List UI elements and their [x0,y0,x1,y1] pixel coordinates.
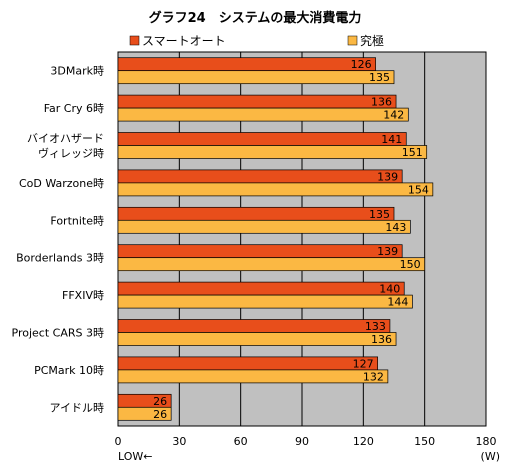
bar-value-label-9-1: 26 [153,408,167,421]
bar-value-label-0-1: 135 [369,71,390,84]
bars: 1261351361421411511391541351431391501401… [117,57,434,421]
category-label-2: バイオハザードヴィレッジ時 [27,132,104,160]
bar-value-label-0-0: 126 [351,58,372,71]
bar-8-1 [117,369,389,384]
legend-label-0: スマートオート [142,34,226,48]
bar-value-label-1-0: 136 [371,96,392,109]
bar-value-label-5-0: 139 [377,245,398,258]
bar-2-0 [117,132,407,146]
x-tick-label-0: 0 [115,435,122,448]
bar-value-label-9-0: 26 [153,395,167,408]
bar-7-0 [117,319,391,333]
bar-6-0 [117,281,405,296]
category-label-9: アイドル時 [50,401,104,414]
bar-value-label-2-0: 141 [381,133,402,146]
bar-value-label-8-1: 132 [363,370,384,383]
category-label-8: PCMark 10時 [34,364,104,377]
bar-value-label-7-0: 133 [365,320,386,333]
bar-1-0 [117,94,397,109]
x-tick-label-30: 30 [172,435,186,448]
bar-value-label-8-0: 127 [353,357,374,370]
bar-value-label-3-0: 139 [377,170,398,183]
bar-2-1 [117,145,428,159]
bar-9-1 [117,406,172,421]
bar-4-1 [117,219,411,234]
x-tick-label-120: 120 [353,435,374,448]
legend-swatch-1 [347,35,358,46]
category-label-6: FFXIV時 [62,289,104,302]
bar-value-label-4-0: 135 [369,208,390,221]
legend: スマートオート 究極 [129,33,384,48]
bar-value-label-7-1: 136 [371,333,392,346]
category-label-0: 3DMark時 [50,65,104,78]
bar-0-0 [117,57,376,72]
bar-value-label-2-1: 151 [402,146,423,159]
bar-3-1 [117,182,434,197]
bar-3-0 [117,169,403,184]
bar-8-0 [117,356,378,371]
x-axis-ticks: 0 30 60 90 120 150 180 [115,435,497,448]
bar-4-0 [117,206,395,221]
bar-6-1 [117,294,413,309]
x-tick-label-150: 150 [414,435,435,448]
bar-value-label-4-1: 143 [385,221,406,234]
category-label-1: Far Cry 6時 [44,102,104,115]
x-tick-label-60: 60 [234,435,248,448]
bar-value-label-5-1: 150 [400,258,421,271]
category-label-4: Fortnite時 [50,214,104,227]
bar-value-label-6-1: 144 [387,296,408,309]
category-label-7: Project CARS 3時 [12,327,104,340]
chart-title: グラフ24 システムの最大消費電力 [149,10,362,26]
legend-swatch-0 [129,35,140,46]
x-tick-label-90: 90 [295,435,309,448]
bar-1-1 [117,107,409,122]
x-tick-label-180: 180 [476,435,497,448]
bar-value-label-6-0: 140 [379,283,400,296]
bar-5-0 [117,244,403,259]
category-label-5: Borderlands 3時 [16,252,104,265]
x-axis-unit: (W) [481,450,500,463]
bar-value-label-1-1: 142 [383,109,404,122]
bar-7-1 [117,332,397,346]
bar-0-1 [117,70,395,85]
x-axis-label-left: LOW← [118,450,153,463]
category-label-3: CoD Warzone時 [19,177,104,190]
legend-label-1: 究極 [360,33,384,48]
bar-value-label-3-1: 154 [408,183,429,196]
bar-5-1 [117,257,426,272]
